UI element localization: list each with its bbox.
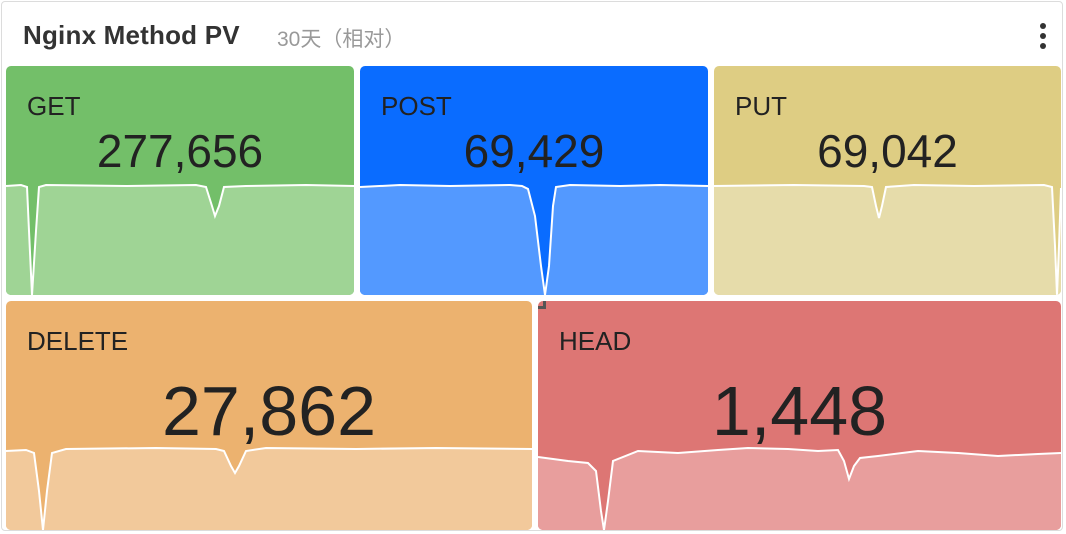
panel-title[interactable]: Nginx Method PV [23,20,240,50]
stat-value: 277,656 [96,125,264,177]
sparkline-put [714,183,1061,295]
stat-label: DELETE [27,326,129,356]
stat-card-head[interactable]: HEAD 1,448 [538,301,1061,530]
stat-card-get[interactable]: GET 277,656 [6,66,354,295]
stat-value: 1,448 [711,372,888,450]
stat-card-post[interactable]: POST 69,429 [360,66,708,295]
stat-label: GET [27,91,81,121]
stat-label: POST [381,91,452,121]
sparkline-post [360,183,708,295]
stat-value: 69,429 [463,125,605,177]
stat-label: HEAD [559,326,632,356]
stat-value: 27,862 [161,372,377,450]
sparkline-head [538,446,1061,530]
more-vertical-icon[interactable] [1036,21,1050,51]
panel-time-range: 30天（相对） [277,28,406,51]
stat-label: PUT [735,91,787,121]
sparkline-delete [6,446,532,530]
sparkline-get [6,183,354,295]
stat-card-put[interactable]: PUT 69,042 [714,66,1061,295]
panel-header: Nginx Method PV 30天（相对） [2,2,1062,66]
stat-value: 69,042 [817,125,958,177]
stat-card-delete[interactable]: DELETE 27,862 [6,301,532,530]
resize-handle-icon[interactable] [538,301,546,309]
